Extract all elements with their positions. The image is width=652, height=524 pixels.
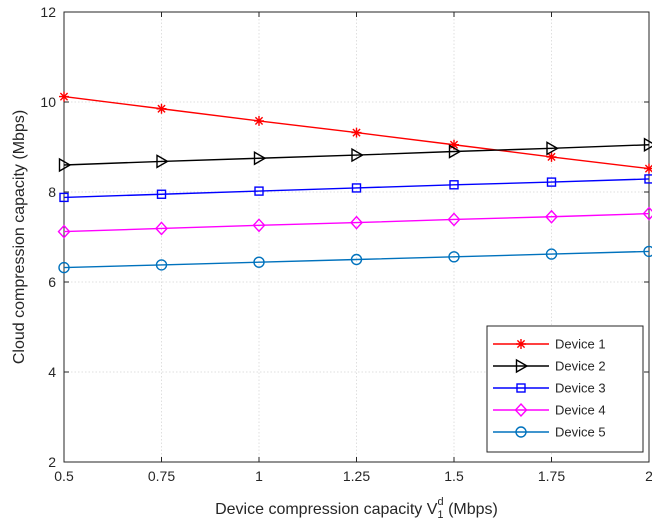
series-line	[63, 212, 650, 233]
data-point	[448, 251, 460, 263]
legend-item-1: Device 1	[493, 337, 606, 352]
data-point	[156, 103, 167, 114]
y-tick-label: 10	[40, 94, 56, 110]
data-point	[546, 151, 557, 162]
data-point	[252, 218, 266, 233]
x-tick-label: 0.5	[54, 468, 74, 484]
series-line	[63, 250, 650, 269]
legend-item-3: Device 3	[493, 381, 606, 396]
legend-box	[486, 325, 644, 453]
y-tick-label: 6	[48, 274, 56, 290]
data-point	[156, 189, 167, 199]
data-point	[643, 245, 652, 258]
data-point	[254, 115, 264, 126]
data-point	[351, 183, 362, 193]
x-tick-label: 2	[645, 468, 652, 484]
legend-swatch-marker	[516, 339, 526, 349]
data-point	[644, 163, 652, 174]
legend-item-2: Device 2	[493, 359, 606, 374]
series-line	[63, 144, 650, 166]
data-point	[350, 215, 363, 230]
data-point	[546, 141, 559, 156]
series-2	[58, 137, 652, 173]
legend-swatch-marker	[515, 426, 527, 438]
data-point	[58, 157, 72, 173]
series-1	[59, 91, 652, 174]
data-point	[253, 151, 267, 166]
data-point	[449, 180, 459, 190]
data-point	[254, 186, 264, 196]
legend-label: Device 4	[555, 403, 606, 418]
x-tick-label: 1.5	[444, 468, 464, 484]
series-5	[58, 245, 652, 274]
legend-label: Device 1	[555, 337, 606, 352]
data-point	[155, 259, 168, 271]
legend-swatch-marker	[516, 383, 526, 393]
data-point	[545, 248, 558, 260]
legend-item-4: Device 4	[493, 403, 606, 418]
legend-swatch-marker	[514, 402, 528, 418]
data-point	[57, 224, 71, 239]
legend-swatch-marker	[515, 358, 529, 374]
y-tick-label: 12	[40, 4, 56, 20]
legend-item-5: Device 5	[493, 425, 606, 440]
x-tick-label: 1.75	[538, 468, 565, 484]
x-tick-label: 0.75	[148, 468, 175, 484]
legend: Device 1 Device 2 Device 3 Device 4 Device 5	[486, 325, 644, 453]
legend-label: Device 2	[555, 359, 606, 374]
axis-ticks: 0.5 0.75 1 1.25 1.5 1.75 2 2 4 6 8 10 12	[40, 4, 652, 484]
data-point	[447, 212, 461, 227]
series-4	[57, 206, 652, 239]
y-tick-label: 2	[48, 454, 56, 470]
data-point	[350, 253, 363, 266]
data-point	[253, 256, 265, 268]
data-point	[448, 144, 462, 159]
data-point	[59, 192, 69, 203]
x-tick-label: 1	[255, 468, 263, 484]
data-point	[351, 147, 364, 163]
series-3	[59, 174, 652, 203]
x-axis-label: Device compression capacity V1d (Mbps)	[215, 496, 498, 521]
series-layer	[57, 91, 652, 274]
data-point	[546, 177, 557, 187]
y-axis-label: Cloud compression capacity (Mbps)	[11, 110, 28, 364]
data-point	[155, 221, 168, 236]
x-tick-label: 1.25	[343, 468, 370, 484]
data-point	[643, 137, 652, 152]
data-point	[351, 127, 362, 138]
legend-label: Device 5	[555, 425, 606, 440]
data-point	[58, 261, 70, 274]
data-point	[156, 154, 169, 169]
series-line	[63, 178, 650, 199]
data-point	[644, 174, 652, 184]
data-point	[642, 206, 652, 221]
data-point	[545, 209, 558, 224]
legend-label: Device 3	[555, 381, 606, 396]
data-point	[449, 139, 459, 150]
y-tick-label: 4	[48, 364, 56, 380]
y-tick-label: 8	[48, 184, 56, 200]
data-point	[59, 91, 69, 102]
